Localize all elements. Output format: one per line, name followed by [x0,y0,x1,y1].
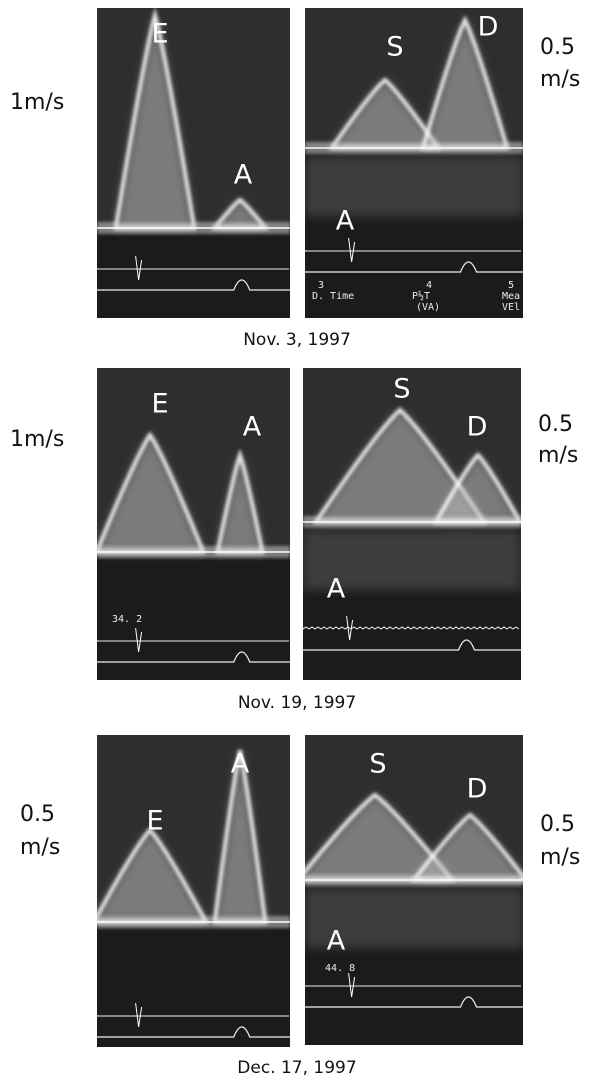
spectral-glow [423,20,507,148]
doppler-panel [97,735,290,1047]
spectral-glow [217,455,263,552]
wave-label: D [467,774,488,805]
panel-content [97,8,290,318]
doppler-panel [97,8,290,318]
panel-content [97,735,290,1047]
ecg-spike [135,255,143,281]
scale-label: 0.5 [540,35,575,60]
ecg-trace [303,639,521,651]
reverse-flow [303,530,521,590]
ecg-trace [97,1015,289,1017]
ecg-spike [348,972,356,998]
reverse-flow [305,156,523,216]
doppler-panel [305,8,523,318]
ecg-trace [305,996,523,1008]
scale-label: 0.5 [20,802,55,827]
ecg-spike [135,1002,143,1028]
ecg-spike [135,627,143,653]
wave-label: S [386,32,403,63]
spectral-edge [215,448,265,554]
readout: 3 [318,280,324,291]
texts: E A S D A 1m/s 0.5 m/s 3 D. Time 4 P½T (… [10,12,580,1079]
ecg-trace [303,626,520,630]
spectral-glow [305,795,452,880]
scale-label: m/s [538,443,578,468]
spectral-edge [113,8,197,230]
spectral-edge [305,792,457,882]
scale-label: m/s [20,835,60,860]
spectral-edge [409,812,523,882]
ecg-trace [305,985,521,987]
ecg-trace [305,250,521,252]
scale-label: m/s [540,67,580,92]
wave-label: A [234,160,253,191]
wave-label: A [327,926,346,957]
scale-label: 0.5 [540,812,575,837]
doppler-panel [97,368,290,680]
wave-label: A [327,574,346,605]
readout: 5 [508,280,514,291]
spectral-glow [436,455,520,522]
reverse-flow [305,888,523,948]
readout: (VA) [416,302,440,313]
spectral-glow [214,200,266,228]
doppler-panel [303,368,521,680]
readout: VEl [502,302,520,313]
readout: P½T [412,290,430,302]
date-caption: Nov. 3, 1997 [243,330,351,350]
scale-label: 1m/s [10,90,64,115]
scale-label: 1m/s [10,427,64,452]
scale-label: m/s [540,845,580,870]
ecg-trace [97,651,290,663]
readout: 4 [426,280,432,291]
wave-label: E [146,806,163,837]
wave-label: E [151,389,168,420]
readout: D. Time [312,291,354,302]
readout: 44. 8 [325,963,355,974]
ecg-trace [97,640,289,642]
spectral-edge [97,431,207,554]
spectral-glow [97,435,204,552]
wave-label: A [243,412,262,443]
wave-label: E [151,19,168,50]
readout: 34. 2 [112,614,142,625]
panel-content [303,368,521,680]
wave-label: A [231,749,250,780]
date-caption: Dec. 17, 1997 [237,1058,356,1078]
ecg-trace [305,261,523,273]
spectral-glow [414,815,523,880]
wave-label: S [393,374,410,405]
date-caption: Nov. 19, 1997 [238,693,356,713]
spectral-edge [210,197,270,230]
wave-label: S [369,749,386,780]
wave-label: A [336,206,355,237]
spectral-glow [97,830,206,922]
spectral-glow [316,410,484,522]
spectral-glow [115,15,195,228]
ecg-trace [97,1026,290,1038]
panels [97,8,523,1047]
panel-content [97,368,290,680]
spectral-edge [327,77,443,150]
spectral-edge [420,15,510,150]
wave-label: D [478,12,499,43]
panel-content [305,735,523,1045]
spectral-edge [212,749,268,924]
scale-label: 0.5 [538,412,573,437]
ecg-spike [348,237,356,263]
readout: Mea [502,291,520,302]
spectral-edge [432,452,521,524]
spectral-edge [97,826,210,924]
spectral-glow [331,80,439,148]
ecg-spike [346,615,354,641]
doppler-panel [305,735,523,1045]
ecg-trace [97,279,290,291]
wave-label: D [467,412,488,443]
spectral-glow [214,750,266,922]
ecg-trace [97,268,289,270]
panel-content [305,8,523,318]
